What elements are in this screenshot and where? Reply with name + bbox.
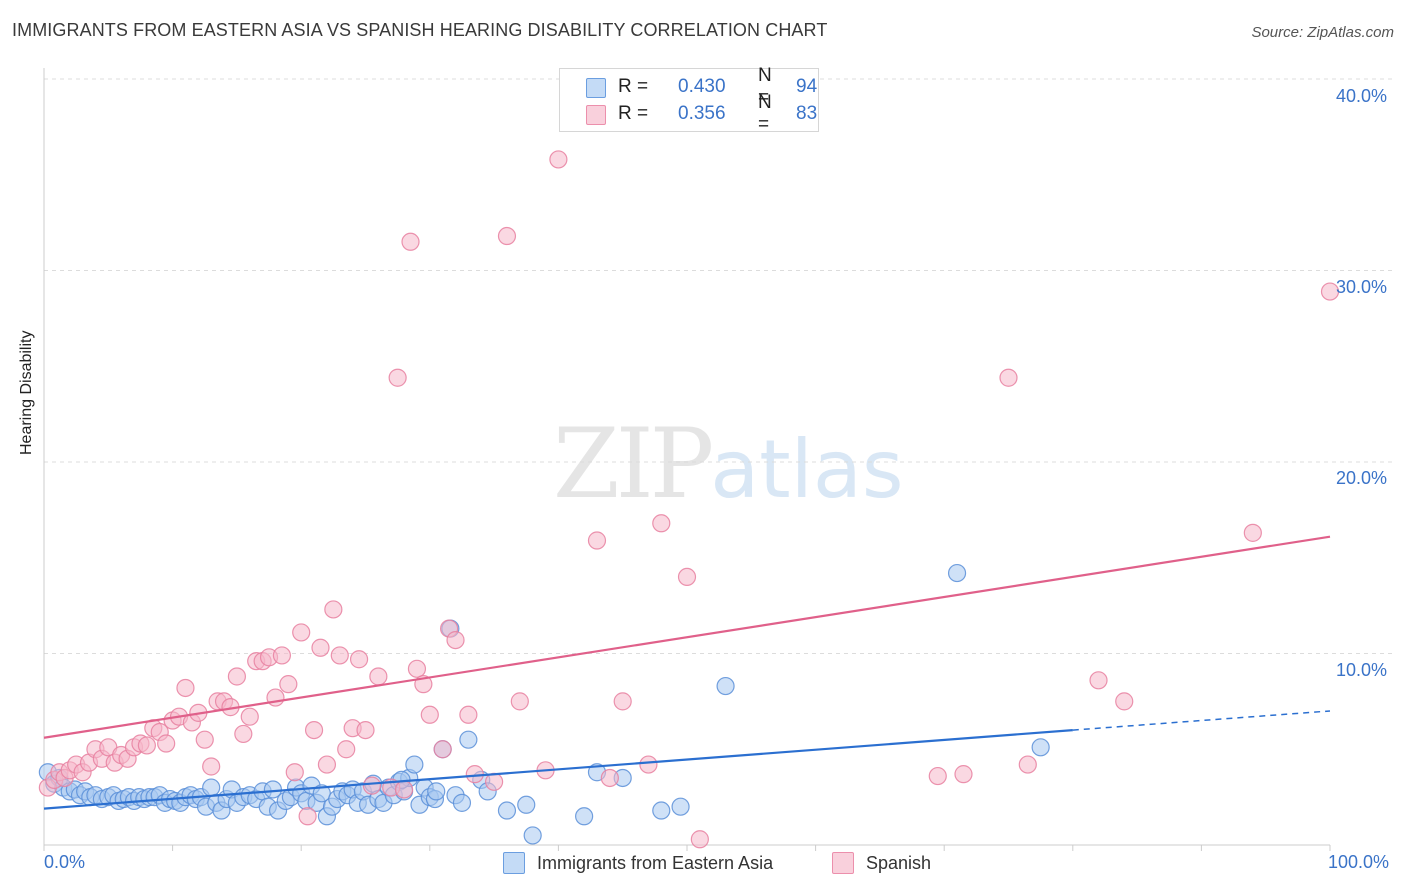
y-axis-label: Hearing Disability bbox=[18, 330, 35, 456]
point-eastern-asia bbox=[523, 826, 542, 845]
point-spanish bbox=[227, 667, 246, 686]
point-spanish bbox=[1018, 755, 1037, 774]
trendline-eastern-asia-extension bbox=[1072, 710, 1331, 731]
point-spanish bbox=[1243, 523, 1262, 542]
point-eastern-asia bbox=[452, 793, 472, 812]
series-legend: Immigrants from Eastern Asia Spanish bbox=[0, 852, 1406, 878]
point-spanish bbox=[202, 757, 221, 776]
point-eastern-asia bbox=[671, 797, 690, 816]
y-tick-40: 40.0% bbox=[1336, 86, 1388, 106]
point-spanish bbox=[272, 646, 292, 665]
trendline-eastern-asia bbox=[43, 729, 1073, 810]
point-spanish bbox=[677, 567, 697, 587]
point-eastern-asia bbox=[947, 563, 967, 583]
series-label-eastern-asia: Immigrants from Eastern Asia bbox=[537, 852, 774, 873]
point-spanish bbox=[137, 736, 156, 755]
point-eastern-asia bbox=[575, 807, 594, 826]
point-spanish bbox=[587, 531, 607, 550]
point-spanish bbox=[690, 830, 709, 849]
point-spanish bbox=[1320, 282, 1340, 301]
point-spanish bbox=[497, 226, 517, 246]
correlation-legend: R = 0.430 N = 94 R = 0.356 N = 83 bbox=[559, 65, 819, 135]
chart-source: Source: ZipAtlas.com bbox=[1251, 24, 1394, 41]
watermark-atlas: atlas bbox=[710, 423, 904, 516]
point-spanish bbox=[176, 678, 195, 698]
point-spanish bbox=[401, 232, 420, 251]
y-tick-30: 30.0% bbox=[1336, 277, 1388, 297]
point-spanish bbox=[394, 780, 414, 799]
point-spanish bbox=[304, 720, 324, 740]
point-spanish bbox=[362, 776, 382, 795]
legend-n-label: N = bbox=[758, 92, 772, 135]
point-spanish bbox=[999, 368, 1018, 387]
point-eastern-asia bbox=[497, 801, 517, 820]
x-tick-100: 100.0% bbox=[1328, 852, 1390, 872]
point-eastern-asia bbox=[517, 795, 536, 814]
legend-n-value: 83 bbox=[796, 103, 818, 124]
legend-r-value: 0.356 bbox=[678, 103, 726, 124]
point-spanish bbox=[1089, 671, 1108, 690]
series-legend-spanish: Spanish bbox=[832, 852, 931, 874]
chart-title: IMMIGRANTS FROM EASTERN ASIA VS SPANISH … bbox=[12, 20, 828, 40]
legend-swatch-pink bbox=[586, 105, 606, 125]
y-tick-20: 20.0% bbox=[1336, 468, 1388, 488]
series-swatch-blue bbox=[503, 852, 525, 874]
point-eastern-asia bbox=[1031, 738, 1050, 757]
series-legend-eastern-asia: Immigrants from Eastern Asia bbox=[503, 852, 773, 874]
point-eastern-asia bbox=[202, 778, 221, 797]
point-eastern-asia bbox=[652, 801, 671, 820]
point-spanish bbox=[928, 766, 947, 786]
point-spanish bbox=[510, 692, 529, 711]
point-spanish bbox=[240, 707, 259, 726]
point-eastern-asia bbox=[459, 730, 478, 749]
legend-n-value: 94 bbox=[796, 76, 818, 97]
point-spanish bbox=[330, 646, 349, 665]
point-spanish bbox=[324, 600, 343, 619]
legend-r-label: R = bbox=[618, 76, 649, 97]
legend-r-value: 0.430 bbox=[678, 76, 726, 97]
point-spanish bbox=[337, 740, 356, 759]
point-spanish bbox=[157, 734, 176, 753]
x-tick-0: 0.0% bbox=[44, 852, 86, 872]
point-spanish bbox=[446, 630, 465, 650]
legend-r-label: R = bbox=[618, 103, 649, 124]
point-spanish bbox=[954, 765, 973, 784]
point-spanish bbox=[600, 768, 619, 788]
point-spanish bbox=[420, 705, 439, 724]
point-spanish bbox=[234, 724, 253, 744]
point-spanish bbox=[285, 763, 304, 782]
watermark: ZIPatlas bbox=[553, 408, 904, 520]
point-eastern-asia bbox=[427, 782, 446, 801]
point-eastern-asia bbox=[716, 676, 735, 696]
point-spanish bbox=[652, 514, 671, 533]
legend-swatch-blue bbox=[586, 78, 606, 98]
watermark-zip: ZIP bbox=[553, 408, 714, 520]
point-spanish bbox=[1115, 692, 1134, 711]
series-swatch-pink bbox=[832, 852, 854, 874]
trendline-spanish bbox=[43, 535, 1331, 739]
point-spanish bbox=[459, 705, 478, 724]
point-eastern-asia bbox=[405, 755, 424, 774]
point-spanish bbox=[279, 675, 298, 694]
point-spanish bbox=[613, 692, 632, 711]
point-spanish bbox=[433, 740, 452, 759]
point-spanish bbox=[292, 623, 311, 642]
point-spanish bbox=[465, 765, 484, 784]
point-spanish bbox=[298, 807, 317, 826]
legend-n-label: N = bbox=[758, 65, 772, 108]
point-spanish bbox=[407, 659, 427, 678]
y-tick-10: 10.0% bbox=[1336, 660, 1388, 680]
point-spanish bbox=[195, 730, 214, 749]
point-spanish bbox=[349, 650, 369, 669]
point-spanish bbox=[369, 667, 388, 686]
series-label-spanish: Spanish bbox=[866, 852, 932, 873]
point-spanish bbox=[485, 772, 504, 791]
point-spanish bbox=[356, 720, 375, 740]
point-spanish bbox=[639, 755, 658, 774]
point-spanish bbox=[388, 368, 407, 387]
point-spanish bbox=[311, 638, 330, 657]
point-spanish bbox=[317, 755, 337, 774]
point-spanish bbox=[549, 150, 568, 169]
